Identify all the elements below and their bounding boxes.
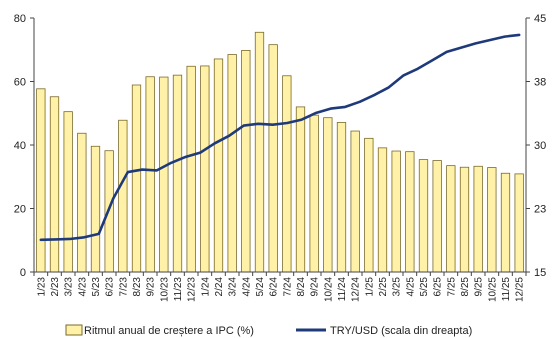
x-tick-label: 4/23 bbox=[77, 277, 88, 297]
right-axis-ticks: 15 23 30 38 45 bbox=[526, 13, 546, 279]
x-tick-label: 6/23 bbox=[105, 277, 116, 297]
bar-10-23 bbox=[159, 76, 169, 273]
x-tick-label: 9/23 bbox=[146, 277, 157, 297]
x-tick-label: 8/23 bbox=[132, 277, 143, 297]
x-tick-label: 1/25 bbox=[364, 277, 375, 297]
bar-3-23 bbox=[63, 111, 73, 273]
x-tick-label: 11/24 bbox=[337, 277, 348, 302]
bar-9-25 bbox=[473, 165, 483, 273]
x-tick-label: 7/23 bbox=[118, 277, 129, 297]
bar-10-25 bbox=[487, 167, 497, 273]
bar-12-23 bbox=[186, 65, 196, 273]
x-tick-label: 1/24 bbox=[200, 277, 211, 297]
bar-7-25 bbox=[446, 165, 456, 273]
bar-7-24 bbox=[282, 75, 292, 273]
x-tick-label: 4/24 bbox=[241, 277, 252, 297]
x-tick-label: 3/23 bbox=[64, 277, 75, 297]
x-tick-label: 9/25 bbox=[474, 277, 485, 297]
x-tick-label: 8/24 bbox=[296, 277, 307, 297]
left-tick-label: 60 bbox=[14, 77, 26, 89]
x-tick-label: 12/24 bbox=[351, 277, 362, 302]
bar-series bbox=[36, 31, 524, 273]
bar-6-24 bbox=[268, 44, 278, 273]
bar-12-25 bbox=[514, 173, 524, 273]
x-tick-label: 3/24 bbox=[228, 277, 239, 297]
bar-2-23 bbox=[49, 96, 60, 273]
x-tick-label: 2/24 bbox=[214, 277, 225, 297]
left-axis-ticks: 0 20 40 60 80 bbox=[14, 13, 34, 279]
x-tick-label: 10/23 bbox=[159, 277, 170, 302]
legend-label-line: TRY/USD (scala din dreapta) bbox=[330, 325, 472, 337]
legend-label-bar: Ritmul anual de creștere a IPC (%) bbox=[84, 325, 254, 337]
bar-2-24 bbox=[213, 58, 224, 273]
bar-12-24 bbox=[350, 130, 360, 273]
legend-swatch-bar bbox=[65, 324, 83, 336]
bar-4-23 bbox=[77, 132, 87, 273]
bar-6-25 bbox=[432, 160, 442, 273]
x-tick-label: 5/24 bbox=[255, 277, 266, 297]
bar-11-25 bbox=[500, 172, 511, 273]
bar-3-24 bbox=[227, 54, 237, 273]
try-usd-line bbox=[39, 33, 521, 242]
bar-9-23 bbox=[145, 76, 155, 273]
bar-8-25 bbox=[459, 166, 470, 273]
left-tick-label: 0 bbox=[20, 267, 26, 279]
bar-7-23 bbox=[118, 119, 128, 273]
x-tick-label: 8/25 bbox=[460, 277, 471, 297]
left-tick-label: 20 bbox=[14, 204, 26, 216]
x-tick-label: 9/24 bbox=[310, 277, 321, 297]
bar-5-24 bbox=[254, 31, 265, 273]
x-tick-label: 3/25 bbox=[392, 277, 403, 297]
right-tick-label: 23 bbox=[534, 204, 546, 216]
bar-4-24 bbox=[241, 49, 251, 273]
bar-5-25 bbox=[418, 159, 429, 273]
x-tick-label: 4/25 bbox=[405, 277, 416, 297]
bar-2-25 bbox=[377, 147, 388, 273]
left-tick-label: 40 bbox=[14, 140, 26, 152]
left-tick-label: 80 bbox=[14, 13, 26, 25]
bar-1-23 bbox=[36, 88, 46, 273]
x-tick-label: 10/24 bbox=[323, 277, 334, 302]
x-tick-label: 6/24 bbox=[269, 277, 280, 297]
x-tick-label: 1/23 bbox=[36, 277, 47, 297]
bar-5-23 bbox=[90, 145, 101, 273]
bar-10-24 bbox=[323, 117, 333, 273]
x-tick-label: 6/25 bbox=[433, 277, 444, 297]
right-tick-label: 30 bbox=[534, 140, 546, 152]
x-tick-label: 11/25 bbox=[501, 277, 512, 302]
x-tick-label: 2/23 bbox=[50, 277, 61, 297]
x-tick-label: 12/25 bbox=[515, 277, 526, 302]
bar-4-25 bbox=[405, 151, 415, 273]
right-tick-label: 45 bbox=[534, 13, 546, 25]
bar-8-24 bbox=[295, 106, 306, 273]
bar-1-24 bbox=[200, 65, 210, 273]
right-tick-label: 15 bbox=[534, 267, 546, 279]
x-tick-label: 2/25 bbox=[378, 277, 389, 297]
x-tick-label: 12/23 bbox=[187, 277, 198, 302]
x-tick-label: 5/23 bbox=[91, 277, 102, 297]
line-series bbox=[39, 33, 521, 242]
x-tick-label: 7/24 bbox=[282, 277, 293, 297]
bar-3-25 bbox=[391, 150, 401, 273]
x-tick-label: 7/25 bbox=[446, 277, 457, 297]
right-tick-label: 38 bbox=[534, 77, 546, 89]
x-tick-label: 5/25 bbox=[419, 277, 430, 297]
bar-1-25 bbox=[364, 137, 374, 273]
bar-9-24 bbox=[309, 114, 319, 273]
x-tick-label: 11/23 bbox=[173, 277, 184, 302]
bar-11-24 bbox=[336, 122, 347, 273]
x-axis-ticks: 1/23 2/23 3/23 4/23 5/23 6/23 7/23 8/23 9/23 10/2… bbox=[33, 272, 527, 302]
bar-11-23 bbox=[172, 74, 183, 273]
x-tick-label: 10/25 bbox=[487, 277, 498, 302]
legend: Ritmul anual de creștere a IPC (%) TRY/U… bbox=[65, 324, 472, 337]
bar-8-23 bbox=[131, 84, 142, 273]
